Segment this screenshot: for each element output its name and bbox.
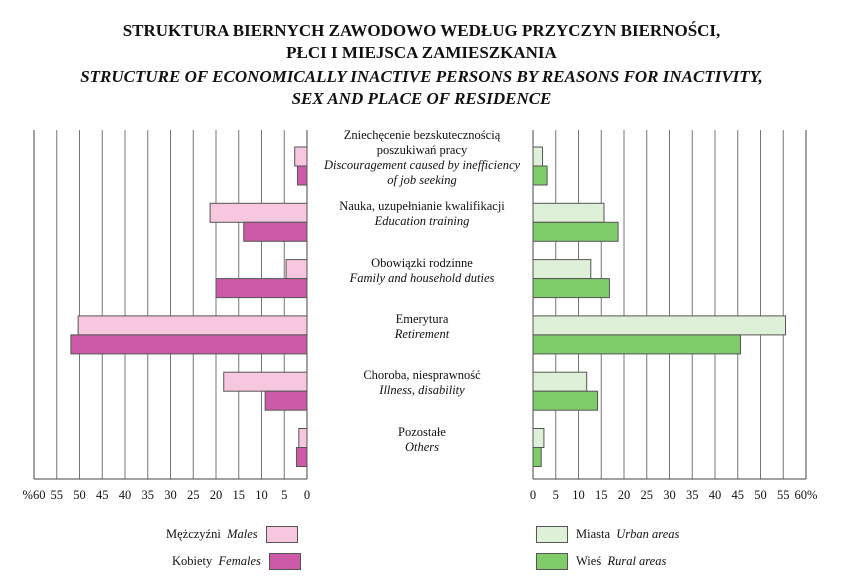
legend-males: Mężczyźni Males xyxy=(166,526,298,543)
title-en-line2: SEX AND PLACE OF RESIDENCE xyxy=(291,89,552,108)
left-tick-label: 45 xyxy=(96,488,109,502)
right-tick-label: 45 xyxy=(732,488,745,502)
left-tick-label: 30 xyxy=(164,488,177,502)
left-bar-s1 xyxy=(77,315,308,336)
right-tick-label: 60% xyxy=(795,488,818,502)
legend-rural-pl: Wieś xyxy=(576,554,602,568)
left-tick-label: 15 xyxy=(233,488,246,502)
right-tick-label: 20 xyxy=(618,488,631,502)
right-bar-s1 xyxy=(532,428,545,448)
left-tick-label: 20 xyxy=(210,488,223,502)
left-bar-s2 xyxy=(264,390,308,411)
right-bar-s2 xyxy=(532,447,542,467)
left-tick-label: 35 xyxy=(142,488,155,502)
legend-swatch-females xyxy=(268,553,301,570)
legend-rural-en: Rural areas xyxy=(607,554,667,568)
right-bar-s1 xyxy=(532,146,544,167)
right-tick-label: 30 xyxy=(663,488,676,502)
right-tick-label: 35 xyxy=(686,488,699,502)
title-polish: STRUKTURA BIERNYCH ZAWODOWO WEDŁUG PRZYC… xyxy=(0,20,843,64)
right-bar-s2 xyxy=(532,390,599,411)
right-tick-label: 55 xyxy=(777,488,790,502)
legend-females-pl: Kobiety xyxy=(172,554,213,568)
title-pl-line2: PŁCI I MIEJSCA ZAMIESZKANIA xyxy=(286,43,557,62)
left-bar-s2 xyxy=(243,221,308,242)
left-tick-label: 40 xyxy=(119,488,132,502)
category-label-en: Others xyxy=(404,439,440,454)
category-label: Obowiązki rodzinne Family and household d… xyxy=(310,256,534,286)
category-label-pl: Pozostałe xyxy=(398,424,446,439)
title-pl-line1: STRUKTURA BIERNYCH ZAWODOWO WEDŁUG PRZYC… xyxy=(122,21,721,40)
right-tick-label: 40 xyxy=(709,488,722,502)
legend-swatch-urban xyxy=(536,526,568,543)
right-tick-label: 10 xyxy=(572,488,585,502)
legend-females-en: Females xyxy=(218,554,261,568)
right-bar-s1 xyxy=(532,202,605,223)
right-bar-s2 xyxy=(532,334,741,355)
category-label-pl: Choroba, niesprawność xyxy=(363,368,481,383)
right-tick-label: 0 xyxy=(530,488,536,502)
left-bar-s2 xyxy=(215,278,308,299)
category-label-pl: Emerytura xyxy=(395,311,449,326)
left-tick-label: 5 xyxy=(281,488,287,502)
left-bar-s2 xyxy=(296,165,308,186)
legend-males-en: Males xyxy=(227,527,258,541)
left-bar-s2 xyxy=(296,447,308,467)
right-bar-s1 xyxy=(532,371,588,392)
left-tick-label: 55 xyxy=(51,488,64,502)
right-bar-s2 xyxy=(532,278,610,299)
category-label-pl: Obowiązki rodzinne xyxy=(371,255,473,270)
category-label-en: Discouragement caused by inefficiency xyxy=(323,158,521,172)
category-label: Nauka, uzupełnianie kwalifikacji Educatio… xyxy=(310,199,534,229)
category-label-en: Family and household duties xyxy=(349,270,495,285)
category-label-en: Retirement xyxy=(394,326,450,341)
left-bar-s1 xyxy=(223,371,308,392)
right-tick-label: 15 xyxy=(595,488,608,502)
left-bar-s1 xyxy=(209,202,308,223)
left-bar-s2 xyxy=(70,334,308,355)
category-label-en: Education training xyxy=(374,214,470,229)
category-label-pl: Nauka, uzupełnianie kwalifikacji xyxy=(339,199,505,214)
left-tick-label: 25 xyxy=(187,488,200,502)
category-label-pl: poszukiwań pracy xyxy=(376,143,468,157)
legend-urban: Miasta Urban areas xyxy=(536,526,679,543)
right-bar-s2 xyxy=(532,221,619,242)
title-english: STRUCTURE OF ECONOMICALLY INACTIVE PERSO… xyxy=(0,66,843,110)
category-label-pl: Zniechęcenie bezskutecznością xyxy=(343,128,501,142)
right-bar-s2 xyxy=(532,165,548,186)
right-tick-label: 25 xyxy=(641,488,654,502)
legend-rural: Wieś Rural areas xyxy=(536,553,666,570)
left-tick-label: 10 xyxy=(255,488,268,502)
legend-urban-pl: Miasta xyxy=(576,527,611,541)
category-label-en: Illness, disability xyxy=(379,383,465,398)
category-label: Zniechęcenie bezskutecznością poszukiwań … xyxy=(310,128,534,188)
left-tick-label: %60 xyxy=(23,488,46,502)
legend-urban-en: Urban areas xyxy=(616,527,680,541)
left-tick-label: 0 xyxy=(304,488,310,502)
legend-swatch-males xyxy=(265,526,298,543)
left-bar-s1 xyxy=(298,428,308,448)
left-bar-s1 xyxy=(294,146,308,167)
category-label: Choroba, niesprawność Illness, disability xyxy=(310,368,534,398)
legend-females: Kobiety Females xyxy=(172,553,301,570)
legend-males-pl: Mężczyźni xyxy=(166,527,221,541)
right-tick-label: 50 xyxy=(754,488,767,502)
right-tick-label: 5 xyxy=(553,488,559,502)
category-label-en: of job seeking xyxy=(387,173,457,187)
left-tick-label: 50 xyxy=(73,488,86,502)
left-bar-s1 xyxy=(285,259,308,280)
right-bar-s1 xyxy=(532,259,592,280)
category-label: Pozostałe Others xyxy=(310,425,534,455)
legend-swatch-rural xyxy=(536,553,568,570)
right-bar-s1 xyxy=(532,315,787,336)
title-en-line1: STRUCTURE OF ECONOMICALLY INACTIVE PERSO… xyxy=(80,67,763,86)
category-label: Emerytura Retirement xyxy=(310,312,534,342)
